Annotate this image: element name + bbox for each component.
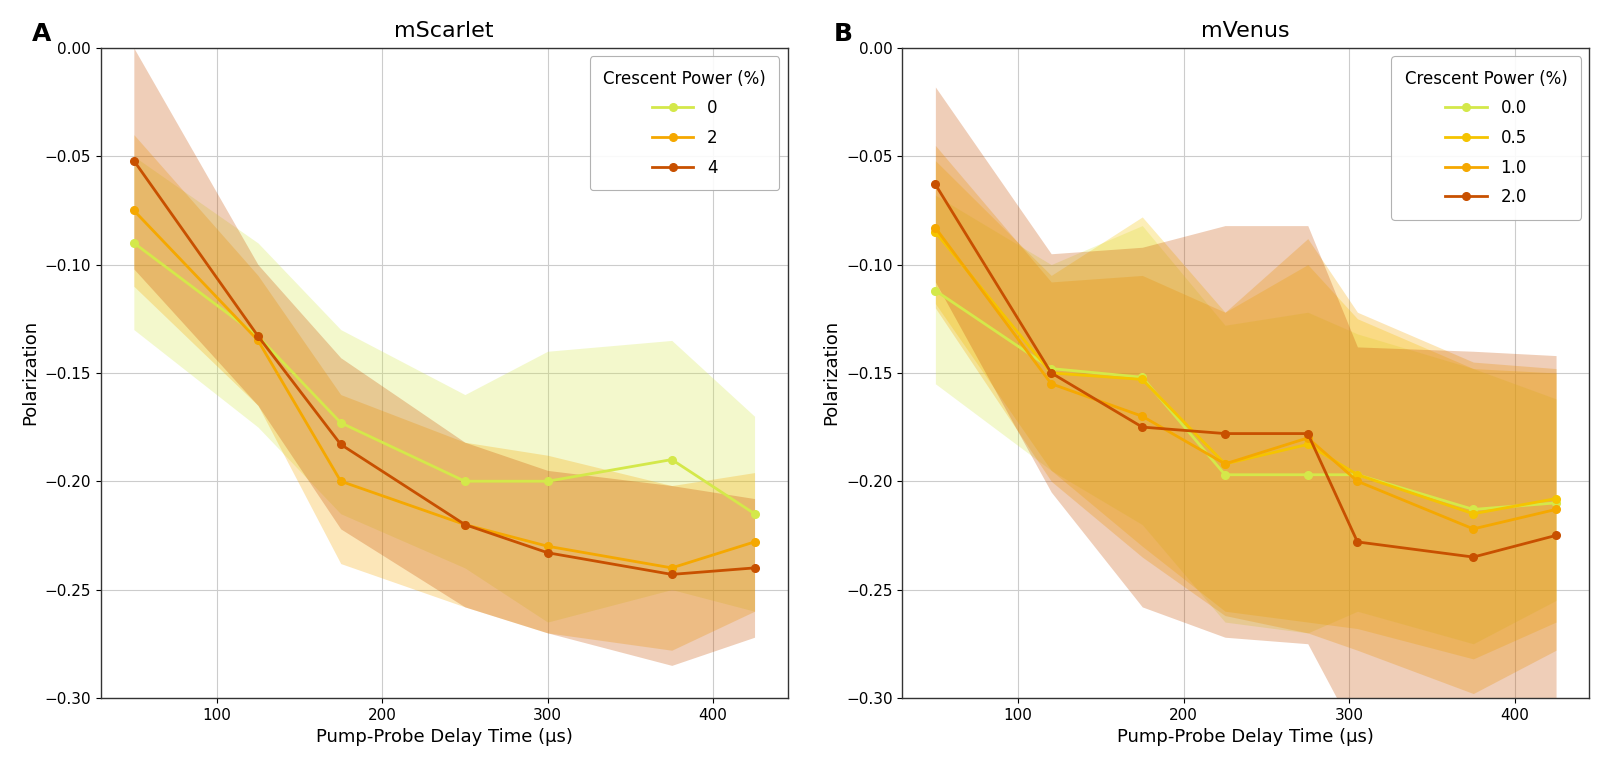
Text: B: B <box>834 22 853 46</box>
Y-axis label: Polarization: Polarization <box>823 321 840 426</box>
Legend: 0.0, 0.5, 1.0, 2.0: 0.0, 0.5, 1.0, 2.0 <box>1391 56 1581 219</box>
Text: A: A <box>32 22 52 46</box>
Title: mVenus: mVenus <box>1201 21 1290 41</box>
Legend: 0, 2, 4: 0, 2, 4 <box>589 56 779 190</box>
Y-axis label: Polarization: Polarization <box>21 321 39 426</box>
Title: mScarlet: mScarlet <box>394 21 494 41</box>
X-axis label: Pump-Probe Delay Time (μs): Pump-Probe Delay Time (μs) <box>1117 728 1375 746</box>
X-axis label: Pump-Probe Delay Time (μs): Pump-Probe Delay Time (μs) <box>316 728 573 746</box>
